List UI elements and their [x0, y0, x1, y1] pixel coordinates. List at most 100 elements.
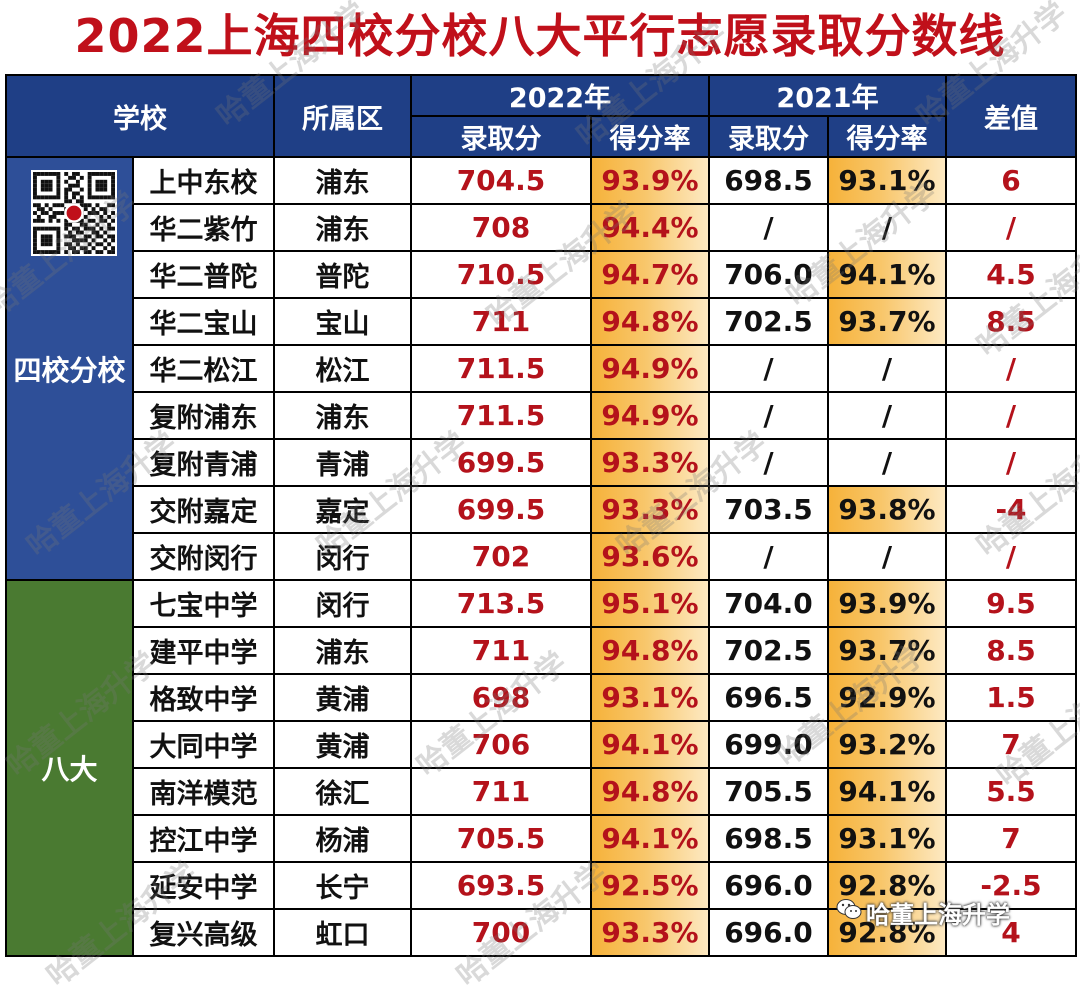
- page-title: 2022上海四校分校八大平行志愿录取分数线: [74, 9, 1006, 63]
- school-name: 七宝中学: [132, 579, 275, 628]
- school-name: 华二宝山: [132, 297, 275, 346]
- district-name: 黄浦: [273, 673, 412, 722]
- score-2022: 693.5: [410, 861, 592, 910]
- score-2022: 711: [410, 297, 592, 346]
- school-name: 大同中学: [132, 720, 275, 769]
- header-rate-2021: 得分率: [827, 115, 947, 158]
- score-2021: /: [708, 391, 829, 440]
- rate-2021: 94.1%: [827, 250, 947, 299]
- score-diff: 6: [945, 156, 1077, 205]
- score-diff: 7: [945, 814, 1077, 863]
- score-2021: 706.0: [708, 250, 829, 299]
- district-name: 杨浦: [273, 814, 412, 863]
- district-name: 浦东: [273, 391, 412, 440]
- school-name: 交附闵行: [132, 532, 275, 581]
- score-2022: 702: [410, 532, 592, 581]
- table-row: 延安中学 长宁 693.5 92.5% 696.0 92.8% -2.5: [6, 861, 1077, 910]
- school-name: 建平中学: [132, 626, 275, 675]
- score-2021: /: [708, 438, 829, 487]
- rate-2022: 93.3%: [590, 485, 710, 534]
- table-row: 大同中学 黄浦 706 94.1% 699.0 93.2% 7: [6, 720, 1077, 769]
- rate-2022: 94.9%: [590, 344, 710, 393]
- score-diff: -4: [945, 485, 1077, 534]
- score-2022: 711.5: [410, 344, 592, 393]
- table-row: 复附浦东 浦东 711.5 94.9% / / /: [6, 391, 1077, 440]
- header-year-2022: 2022年: [410, 74, 710, 117]
- rate-2021: /: [827, 391, 947, 440]
- score-2021: 702.5: [708, 626, 829, 675]
- table-row: 华二宝山 宝山 711 94.8% 702.5 93.7% 8.5: [6, 297, 1077, 346]
- rate-2021: 93.7%: [827, 297, 947, 346]
- school-name: 延安中学: [132, 861, 275, 910]
- table-row: 格致中学 黄浦 698 93.1% 696.5 92.9% 1.5: [6, 673, 1077, 722]
- table-row: 交附嘉定 嘉定 699.5 93.3% 703.5 93.8% -4: [6, 485, 1077, 534]
- rate-2022: 94.8%: [590, 767, 710, 816]
- rate-2021: 93.2%: [827, 720, 947, 769]
- group-sixiao-label: 四校分校: [13, 353, 126, 387]
- district-name: 徐汇: [273, 767, 412, 816]
- rate-2021: 93.9%: [827, 579, 947, 628]
- score-2022: 704.5: [410, 156, 592, 205]
- score-2022: 711.5: [410, 391, 592, 440]
- rate-2021: 93.1%: [827, 814, 947, 863]
- rate-2022: 95.1%: [590, 579, 710, 628]
- rate-2022: 93.1%: [590, 673, 710, 722]
- score-diff: /: [945, 532, 1077, 581]
- rate-2022: 94.7%: [590, 250, 710, 299]
- table-row: 南洋模范 徐汇 711 94.8% 705.5 94.1% 5.5: [6, 767, 1077, 816]
- table-row: 华二紫竹 浦东 708 94.4% / / /: [6, 203, 1077, 252]
- header-year-2021: 2021年: [708, 74, 947, 117]
- school-name: 复附浦东: [132, 391, 275, 440]
- qr-code-icon: [31, 170, 117, 256]
- school-name: 复兴高级: [132, 908, 275, 957]
- score-2021: 696.0: [708, 861, 829, 910]
- header-rate-2022: 得分率: [590, 115, 710, 158]
- score-2021: 698.5: [708, 156, 829, 205]
- header-score-2022: 录取分: [410, 115, 592, 158]
- score-diff: 7: [945, 720, 1077, 769]
- header-school: 学校: [5, 74, 275, 158]
- table-row: 华二普陀 普陀 710.5 94.7% 706.0 94.1% 4.5: [6, 250, 1077, 299]
- score-diff: /: [945, 391, 1077, 440]
- district-name: 虹口: [273, 908, 412, 957]
- table-row: 建平中学 浦东 711 94.8% 702.5 93.7% 8.5: [6, 626, 1077, 675]
- rate-2021: 93.7%: [827, 626, 947, 675]
- district-name: 长宁: [273, 861, 412, 910]
- rate-2022: 92.5%: [590, 861, 710, 910]
- score-diff: 4.5: [945, 250, 1077, 299]
- school-name: 复附青浦: [132, 438, 275, 487]
- district-name: 闵行: [273, 532, 412, 581]
- score-2022: 698: [410, 673, 592, 722]
- score-2021: 696.0: [708, 908, 829, 957]
- table-row: 复附青浦 青浦 699.5 93.3% / / /: [6, 438, 1077, 487]
- score-2021: /: [708, 532, 829, 581]
- score-diff: /: [945, 344, 1077, 393]
- score-diff: 5.5: [945, 767, 1077, 816]
- score-2022: 711: [410, 626, 592, 675]
- rate-2021: 94.1%: [827, 767, 947, 816]
- district-name: 闵行: [273, 579, 412, 628]
- score-2021: 705.5: [708, 767, 829, 816]
- rate-2021: /: [827, 344, 947, 393]
- table-row: 控江中学 杨浦 705.5 94.1% 698.5 93.1% 7: [6, 814, 1077, 863]
- score-2022: 713.5: [410, 579, 592, 628]
- score-2021: 699.0: [708, 720, 829, 769]
- rate-2021: 92.8%: [827, 908, 947, 957]
- school-name: 南洋模范: [132, 767, 275, 816]
- table-row: 四校分校 上中东校 浦东 704.5 93.9% 698.5 93.1% 6: [5, 156, 1077, 581]
- table-row: 交附闵行 闵行 702 93.6% / / /: [6, 532, 1077, 581]
- header-diff: 差值: [945, 74, 1077, 158]
- score-2021: 702.5: [708, 297, 829, 346]
- score-2022: 710.5: [410, 250, 592, 299]
- school-name: 控江中学: [132, 814, 275, 863]
- district-name: 浦东: [273, 626, 412, 675]
- score-2021: /: [708, 344, 829, 393]
- rate-2021: 93.8%: [827, 485, 947, 534]
- district-name: 宝山: [273, 297, 412, 346]
- score-diff: -2.5: [945, 861, 1077, 910]
- group-bada-label: 八大: [41, 753, 98, 786]
- rate-2022: 94.4%: [590, 203, 710, 252]
- score-diff: 9.5: [945, 579, 1077, 628]
- rate-2022: 94.8%: [590, 297, 710, 346]
- score-2022: 706: [410, 720, 592, 769]
